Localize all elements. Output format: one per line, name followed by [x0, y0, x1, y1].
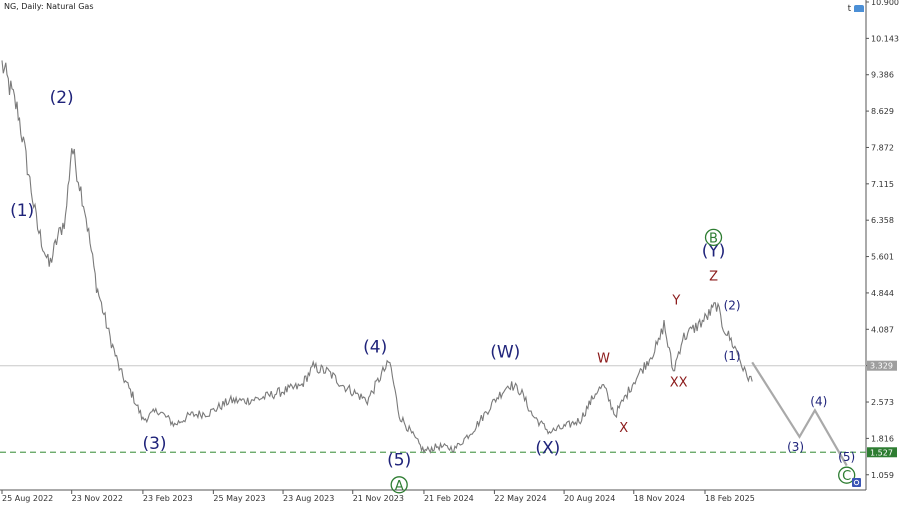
- x-tick-label: 25 Aug 2022: [2, 494, 53, 503]
- current-price-label: 3.329: [870, 362, 893, 371]
- wave-label: (3): [787, 440, 804, 454]
- wave-label: (5): [387, 451, 411, 471]
- wave-label: W: [597, 351, 610, 366]
- wave-label: Y: [671, 294, 680, 309]
- circled-wave-marker: [390, 476, 408, 494]
- y-tick-label: 1.816: [871, 434, 894, 443]
- top-toolbar: t: [848, 4, 864, 14]
- x-tick-label: 23 Feb 2023: [143, 494, 193, 503]
- circled-wave-label: B: [709, 231, 718, 246]
- y-tick-label: 5.601: [871, 253, 894, 262]
- wave-label: XX: [670, 375, 688, 390]
- y-tick-label: 8.629: [871, 107, 894, 116]
- x-tick-label: 25 May 2023: [213, 494, 265, 503]
- support-price-badge: [867, 447, 897, 458]
- wave-label: (2): [724, 298, 741, 312]
- y-tick-label: 7.872: [871, 143, 894, 152]
- x-tick-label: 23 Aug 2023: [283, 494, 334, 503]
- wave-label: X: [619, 421, 628, 436]
- wave-label: (4): [810, 395, 827, 409]
- y-tick-label: 4.087: [871, 325, 894, 334]
- settings-icon[interactable]: [852, 478, 861, 487]
- circled-wave-label: C: [842, 469, 851, 484]
- y-tick-label: 2.573: [871, 398, 894, 407]
- support-price-label: 1.527: [870, 448, 893, 457]
- t-button[interactable]: t: [847, 4, 852, 14]
- circled-wave-marker: [704, 228, 723, 247]
- x-tick-label: 21 Feb 2024: [424, 494, 474, 503]
- y-tick-label: 10.143: [871, 34, 899, 43]
- wave-label: (4): [363, 338, 387, 358]
- wave-label: (3): [142, 434, 166, 454]
- wave-label: (5): [838, 450, 855, 464]
- wave-label: (X): [535, 439, 560, 459]
- x-tick-label: 18 Feb 2025: [705, 494, 755, 503]
- wave-label: (1): [10, 201, 34, 221]
- x-tick-label: 18 Nov 2024: [634, 494, 685, 503]
- chart-header: NG, Daily: Natural Gas: [4, 2, 94, 11]
- wave-label: (W): [490, 342, 520, 362]
- x-tick-label: 22 May 2024: [494, 494, 546, 503]
- y-tick-label: 9.386: [871, 71, 894, 80]
- wave-label: Z: [709, 270, 718, 285]
- circled-wave-marker: [838, 466, 856, 484]
- y-tick-label: 10.900: [871, 0, 899, 7]
- y-tick-label: 6.358: [871, 216, 894, 225]
- forecast-path-line: [751, 361, 848, 467]
- x-tick-label: 20 Aug 2024: [564, 494, 615, 503]
- y-tick-label: 4.844: [871, 289, 894, 298]
- y-tick-label: 1.059: [871, 471, 894, 480]
- circled-wave-label: A: [395, 479, 404, 494]
- wave-label: (2): [50, 88, 74, 108]
- x-tick-label: 21 Nov 2023: [353, 494, 404, 503]
- price-series-line: [1, 60, 753, 454]
- x-tick-label: 23 Nov 2022: [72, 494, 123, 503]
- cap-icon[interactable]: [854, 5, 864, 12]
- y-tick-label: 7.115: [871, 180, 894, 189]
- wave-label: (Y): [702, 242, 726, 262]
- wave-label: (1): [724, 349, 741, 363]
- current-price-badge: [867, 360, 897, 371]
